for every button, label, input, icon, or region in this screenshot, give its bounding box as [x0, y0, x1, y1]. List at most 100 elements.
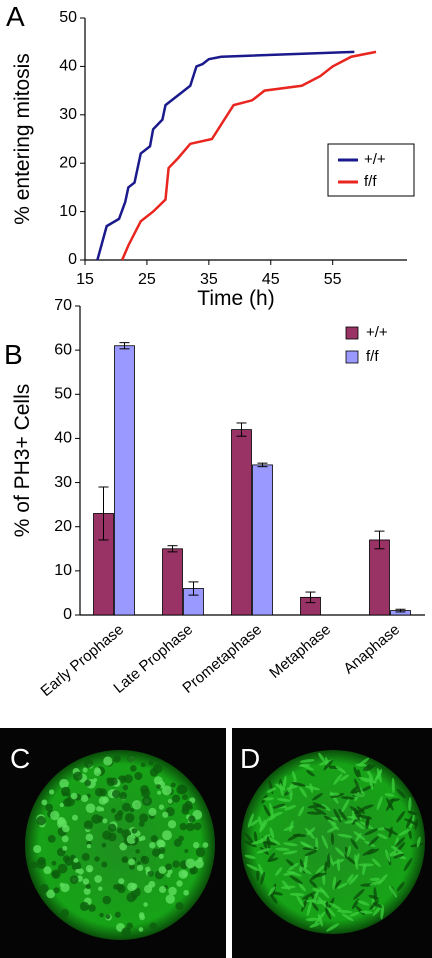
chromatin: [129, 807, 135, 813]
chromatin: [91, 814, 101, 824]
chromatin: [183, 889, 189, 896]
chromatin: [130, 765, 137, 772]
chromatin: [43, 866, 52, 875]
x-axis-title: Time (h): [197, 287, 274, 310]
chromatin: [178, 835, 184, 842]
chromatin: [319, 886, 330, 899]
chromatin: [256, 847, 272, 854]
chromatin: [286, 870, 302, 877]
bar: [231, 429, 252, 616]
chromatin: [354, 778, 361, 793]
chromatin: [140, 784, 149, 794]
chromatin: [315, 865, 325, 875]
chromatin: [279, 783, 284, 797]
chromatin: [388, 826, 393, 838]
chromatin: [139, 813, 149, 823]
chromatin: [304, 849, 318, 856]
chromatin: [73, 771, 83, 782]
x-tick-label: 55: [324, 271, 342, 288]
chromatin: [306, 827, 316, 836]
legend: [327, 143, 415, 197]
chromatin: [282, 775, 287, 790]
chromatin: [349, 911, 360, 917]
chromatin: [299, 786, 308, 798]
x-tick-label: 45: [262, 271, 280, 288]
chromatin: [157, 790, 162, 795]
chromatin: [270, 894, 278, 904]
chromatin: [291, 782, 306, 787]
chromatin: [384, 793, 395, 797]
chromatin: [339, 774, 350, 781]
chromatin: [360, 910, 373, 914]
error-bar: [395, 608, 406, 613]
chromatin: [82, 878, 90, 885]
chromatin: [355, 763, 368, 767]
chromatin: [66, 792, 71, 797]
bar: [369, 539, 390, 616]
chromatin: [138, 820, 145, 827]
chromatin: [306, 811, 322, 815]
chromatin: [176, 880, 183, 887]
chromatin: [354, 854, 359, 870]
chromatin: [194, 859, 204, 869]
chromatin: [153, 776, 163, 786]
chromatin: [268, 886, 276, 896]
y-tick-label: 20: [59, 154, 77, 171]
chromatin: [403, 857, 413, 872]
chromatin: [84, 779, 92, 787]
chromatin: [143, 902, 148, 907]
chromatin: [61, 835, 69, 843]
chromatin: [126, 922, 133, 930]
error-bar: [167, 545, 178, 553]
chromatin: [106, 778, 115, 787]
chromatin: [404, 818, 419, 826]
legend-label: +/+: [364, 151, 386, 168]
chromatin: [289, 875, 303, 885]
chromatin: [335, 847, 345, 857]
chromatin: [368, 836, 379, 846]
chromatin: [364, 828, 378, 836]
chromatin: [416, 836, 421, 848]
chromatin: [244, 854, 256, 859]
chromatin: [312, 872, 327, 878]
chromatin: [398, 828, 411, 836]
chromatin: [335, 765, 347, 774]
chromatin: [318, 752, 325, 763]
legend-swatch: [345, 326, 359, 340]
chromatin: [128, 858, 135, 866]
line: [121, 50, 377, 261]
chromatin: [102, 796, 109, 804]
chromatin: [161, 785, 172, 796]
chromatin: [98, 886, 103, 891]
chromatin: [247, 813, 254, 828]
chromatin: [172, 794, 181, 803]
chromatin: [337, 882, 348, 889]
chromatin: [353, 766, 359, 778]
chromatin: [266, 787, 277, 793]
chromatin: [188, 815, 196, 823]
chromatin: [148, 760, 154, 766]
x-tick-label: Anaphase: [340, 621, 403, 677]
chromatin: [272, 803, 286, 809]
chromatin: [172, 860, 180, 868]
chromatin: [336, 858, 341, 872]
chromatin: [325, 908, 332, 920]
chromatin: [88, 904, 96, 912]
chromatin: [123, 774, 133, 784]
chromatin: [299, 759, 315, 763]
chromatin: [321, 803, 331, 812]
chromatin: [126, 892, 136, 903]
chromatin: [134, 772, 143, 781]
chromatin: [407, 810, 418, 816]
chromatin: [302, 891, 316, 900]
chromatin: [149, 842, 156, 849]
chromatin: [391, 777, 395, 794]
chromatin: [75, 868, 80, 873]
error-bar: [236, 422, 247, 437]
chromatin: [269, 802, 274, 817]
chromatin: [298, 806, 305, 817]
chromatin: [260, 871, 265, 885]
chromatin: [136, 864, 144, 872]
chromatin: [386, 798, 395, 811]
chromatin: [346, 873, 354, 883]
